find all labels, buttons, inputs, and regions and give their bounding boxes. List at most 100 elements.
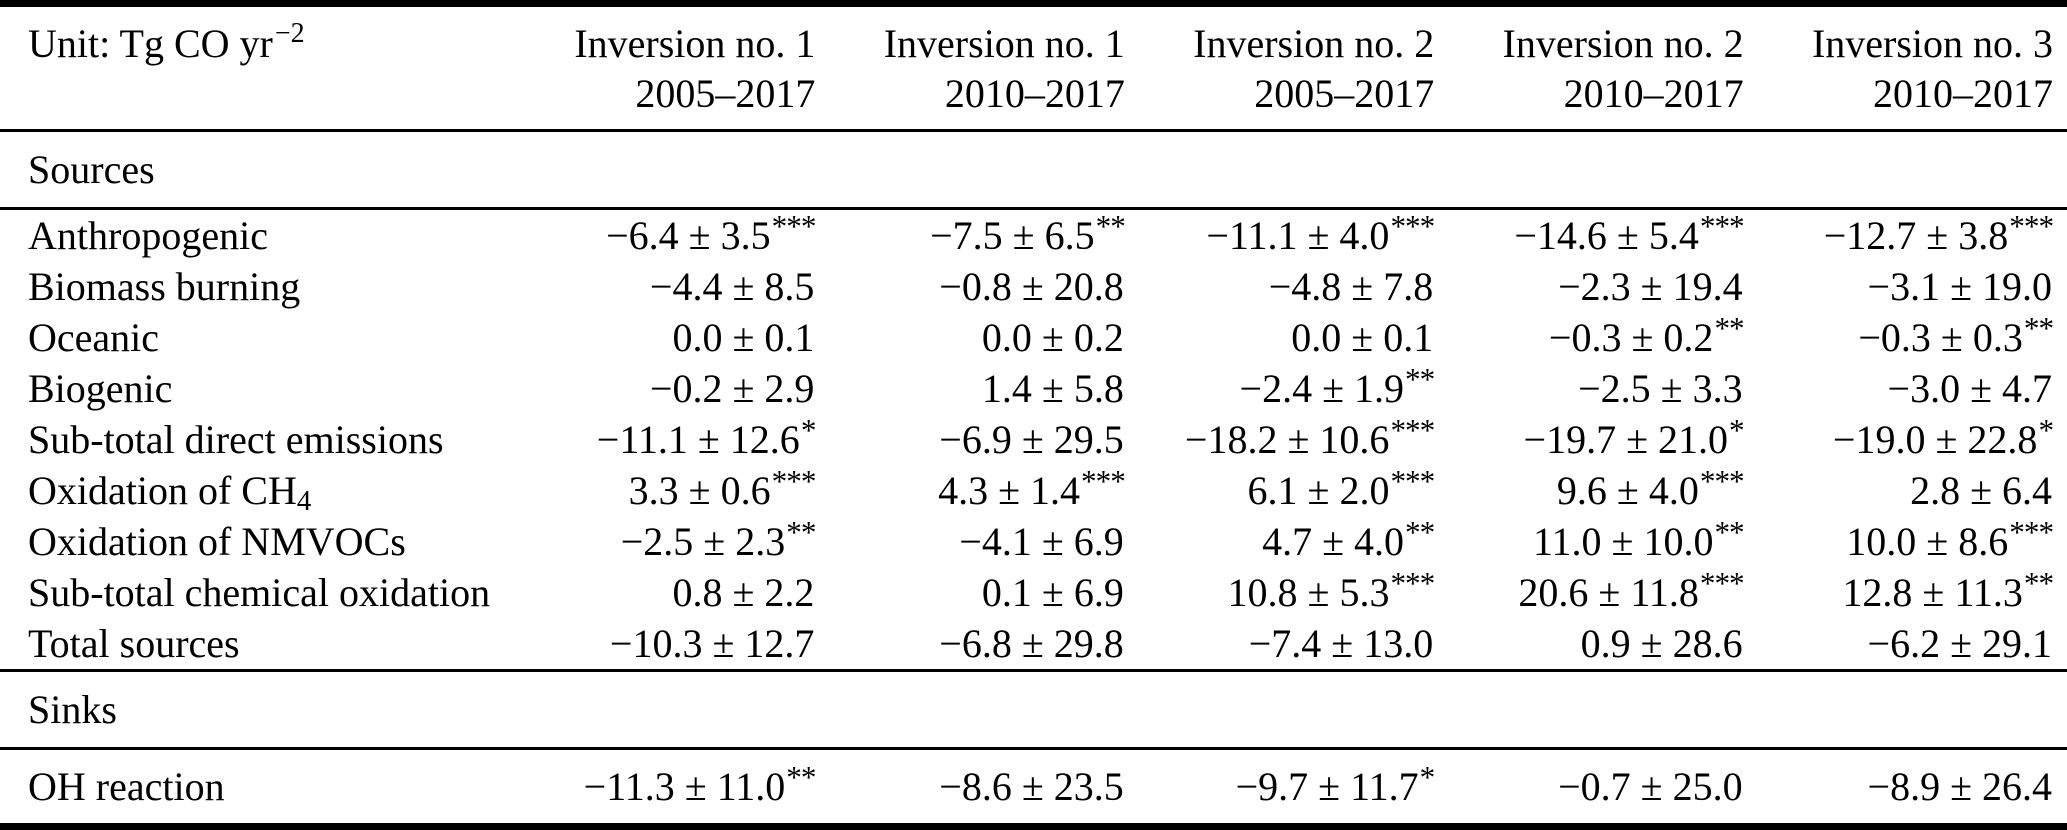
value: −3.0 ± 4.7 xyxy=(1887,366,2053,411)
value-cell: −2.5 ± 3.3 xyxy=(1448,365,1757,412)
significance-stars: *** xyxy=(1390,413,1435,449)
significance-stars: ** xyxy=(1714,515,1744,551)
value-cell: −8.9 ± 26.4 xyxy=(1758,763,2067,810)
value-cell: −4.4 ± 8.5 xyxy=(520,263,829,310)
column-header-period: 2005–2017 xyxy=(1254,71,1435,116)
value: 0.0 ± 0.2 xyxy=(981,315,1124,360)
row-label-text: Biogenic xyxy=(28,366,173,411)
row-label-text: Sub-total direct emissions xyxy=(28,417,444,462)
value-cell: −6.2 ± 29.1 xyxy=(1758,620,2067,667)
value-cell: −14.6 ± 5.4*** xyxy=(1448,209,1757,259)
column-header-inv1-2005: Inversion no. 1 2005–2017 xyxy=(520,19,829,119)
row-label-text: Biomass burning xyxy=(28,264,301,309)
value: 4.3 ± 1.4 xyxy=(938,468,1081,513)
significance-stars: * xyxy=(800,413,817,449)
value: 0.0 ± 0.1 xyxy=(1291,315,1434,360)
significance-stars: ** xyxy=(1095,209,1126,245)
row-label-text: Oxidation of CH xyxy=(28,468,297,513)
unit-exponent: −2 xyxy=(274,17,305,49)
row-label: Sub-total direct emissions xyxy=(0,416,520,463)
value: −14.6 ± 5.4 xyxy=(1514,213,1699,258)
table-row-oxidation-nmvocs: Oxidation of NMVOCs −2.5 ± 2.3** −4.1 ± … xyxy=(0,515,2067,567)
value: 0.8 ± 2.2 xyxy=(672,570,815,615)
row-label-subscript: 4 xyxy=(296,485,312,518)
value-cell: −2.4 ± 1.9** xyxy=(1139,362,1448,412)
column-header-name: Inversion no. 2 xyxy=(1193,21,1435,66)
value: −0.3 ± 0.3 xyxy=(1858,315,2023,360)
value: −4.8 ± 7.8 xyxy=(1268,264,1434,309)
value: −19.0 ± 22.8 xyxy=(1832,417,2038,462)
value: −19.7 ± 21.0 xyxy=(1523,417,1729,462)
value: −9.7 ± 11.7 xyxy=(1235,764,1419,809)
row-label: Total sources xyxy=(0,620,520,667)
value-cell: −7.5 ± 6.5** xyxy=(829,209,1138,259)
table-row-biomass-burning: Biomass burning −4.4 ± 8.5 −0.8 ± 20.8 −… xyxy=(0,261,2067,312)
value: 1.4 ± 5.8 xyxy=(981,366,1124,411)
value-cell: 6.1 ± 2.0*** xyxy=(1139,464,1448,514)
table-row-biogenic: Biogenic −0.2 ± 2.9 1.4 ± 5.8 −2.4 ± 1.9… xyxy=(0,362,2067,414)
value: −4.4 ± 8.5 xyxy=(649,264,815,309)
value: −3.1 ± 19.0 xyxy=(1867,264,2053,309)
value: 3.3 ± 0.6 xyxy=(628,468,771,513)
significance-stars: * xyxy=(2038,413,2054,449)
row-label-text: OH reaction xyxy=(28,764,225,809)
value: −7.4 ± 13.0 xyxy=(1248,621,1434,666)
value-cell: 1.4 ± 5.8 xyxy=(829,365,1138,412)
table-row-oh-reaction: OH reaction −11.3 ± 11.0** −8.6 ± 23.5 −… xyxy=(0,750,2067,823)
significance-stars: ** xyxy=(1405,362,1435,398)
significance-stars: *** xyxy=(1699,464,1745,500)
value: −2.5 ± 3.3 xyxy=(1578,366,1743,411)
row-label: Oxidation of CH4 xyxy=(0,467,520,518)
table-row-oceanic: Oceanic 0.0 ± 0.1 0.0 ± 0.2 0.0 ± 0.1 −0… xyxy=(0,311,2067,363)
row-label-text: Total sources xyxy=(28,621,240,666)
significance-stars: ** xyxy=(786,760,816,796)
row-label: Sub-total chemical oxidation xyxy=(0,569,520,616)
significance-stars: * xyxy=(1729,413,1745,449)
value-cell: 4.7 ± 4.0** xyxy=(1139,515,1448,565)
significance-stars: *** xyxy=(1390,566,1435,602)
value-cell: −6.4 ± 3.5*** xyxy=(520,209,829,259)
value: −8.9 ± 26.4 xyxy=(1867,764,2053,809)
value-cell: −19.7 ± 21.0* xyxy=(1448,413,1757,463)
value-cell: −11.1 ± 4.0*** xyxy=(1139,209,1448,259)
table-row-oxidation-ch4: Oxidation of CH4 3.3 ± 0.6 *** 4.3 ± 1.4*… xyxy=(0,464,2067,518)
significance-stars: *** xyxy=(1699,209,1745,245)
value: −0.3 ± 0.2 xyxy=(1548,315,1714,360)
value-cell: −6.9 ± 29.5 xyxy=(829,416,1138,463)
value-cell: 4.3 ± 1.4*** xyxy=(829,464,1138,514)
value: 0.1 ± 6.9 xyxy=(981,570,1124,615)
value-cell: −11.1 ± 12.6* xyxy=(520,413,829,463)
column-header-name: Inversion no. 3 xyxy=(1811,21,2054,66)
value-cell: −10.3 ± 12.7 xyxy=(520,620,829,667)
value: −8.6 ± 23.5 xyxy=(939,764,1124,809)
column-header-period: 2005–2017 xyxy=(635,71,816,116)
significance-stars: ** xyxy=(2023,566,2054,602)
value: 6.1 ± 2.0 xyxy=(1247,468,1390,513)
row-label-text: Oceanic xyxy=(28,315,160,360)
value-cell: 0.0 ± 0.2 xyxy=(829,314,1138,361)
sources-rows: Anthropogenic −6.4 ± 3.5*** −7.5 ± 6.5**… xyxy=(0,209,2067,669)
sources-section-label: Sources xyxy=(28,147,155,192)
value-cell: −7.4 ± 13.0 xyxy=(1139,620,1448,667)
table-row-subtotal-chemical-oxidation: Sub-total chemical oxidation 0.8 ± 2.2 0… xyxy=(0,566,2067,618)
value-cell: 0.9 ± 28.6 xyxy=(1448,620,1757,667)
value: 11.0 ± 10.0 xyxy=(1532,519,1714,564)
value: −18.2 ± 10.6 xyxy=(1184,417,1390,462)
column-header-name: Inversion no. 1 xyxy=(883,21,1125,66)
significance-stars: *** xyxy=(2009,209,2054,245)
value: 9.6 ± 4.0 xyxy=(1556,468,1699,513)
value-cell: 11.0 ± 10.0** xyxy=(1448,515,1757,565)
value: −6.2 ± 29.1 xyxy=(1867,621,2053,666)
value-cell: −12.7 ± 3.8*** xyxy=(1758,209,2067,259)
value-cell: −9.7 ± 11.7* xyxy=(1139,760,1448,810)
column-header-period: 2010–2017 xyxy=(944,71,1125,116)
value: −12.7 ± 3.8 xyxy=(1823,213,2009,258)
value: 0.9 ± 28.6 xyxy=(1580,621,1743,666)
value: −0.8 ± 20.8 xyxy=(939,264,1124,309)
value-cell: −18.2 ± 10.6*** xyxy=(1139,413,1448,463)
value-cell: 9.6 ± 4.0*** xyxy=(1448,464,1757,514)
row-label: Anthropogenic xyxy=(0,212,520,259)
value: −11.1 ± 12.6 xyxy=(596,417,800,462)
significance-stars: *** xyxy=(1699,566,1745,602)
